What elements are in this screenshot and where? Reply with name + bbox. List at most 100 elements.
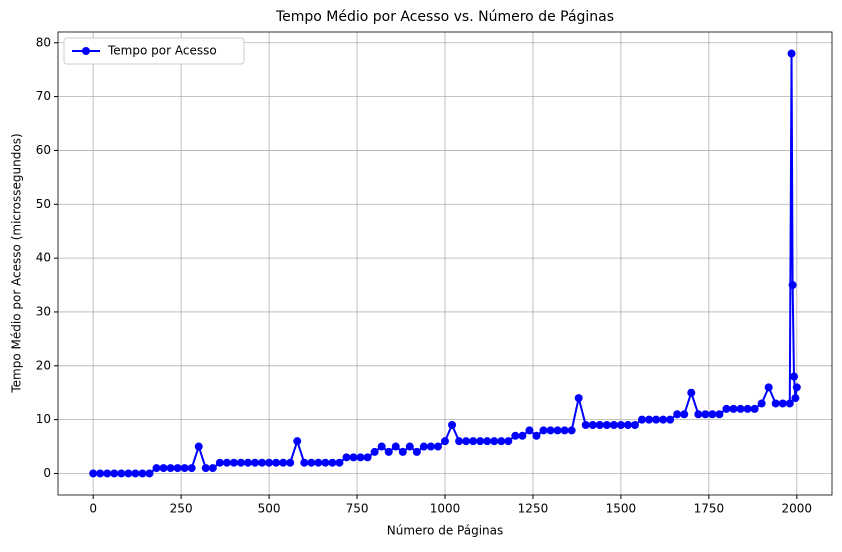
data-point bbox=[469, 437, 478, 446]
data-point bbox=[328, 458, 337, 467]
data-point bbox=[229, 458, 238, 467]
data-point bbox=[791, 394, 800, 403]
data-point bbox=[265, 458, 274, 467]
data-point bbox=[89, 469, 98, 478]
data-point bbox=[743, 404, 752, 413]
data-point bbox=[525, 426, 534, 435]
data-point bbox=[356, 453, 365, 462]
y-tick-label: 60 bbox=[36, 143, 51, 157]
data-point bbox=[398, 447, 407, 456]
data-point bbox=[349, 453, 358, 462]
data-point bbox=[638, 415, 647, 424]
legend-label: Tempo por Acesso bbox=[107, 44, 217, 58]
data-point bbox=[687, 388, 696, 397]
x-tick-label: 1000 bbox=[430, 502, 461, 516]
data-point bbox=[166, 464, 175, 473]
data-point bbox=[321, 458, 330, 467]
data-point bbox=[201, 464, 210, 473]
data-point bbox=[110, 469, 119, 478]
data-point bbox=[673, 410, 682, 419]
data-point bbox=[272, 458, 281, 467]
data-point bbox=[180, 464, 189, 473]
data-point bbox=[103, 469, 112, 478]
data-point bbox=[750, 404, 759, 413]
y-tick-label: 70 bbox=[36, 89, 51, 103]
legend-box bbox=[63, 37, 245, 65]
data-point bbox=[785, 399, 794, 408]
data-point bbox=[497, 437, 506, 446]
data-point bbox=[560, 426, 569, 435]
y-tick-label: 40 bbox=[36, 251, 51, 265]
data-point bbox=[581, 421, 590, 430]
data-point bbox=[645, 415, 654, 424]
data-point bbox=[666, 415, 675, 424]
data-point bbox=[194, 442, 203, 451]
data-point bbox=[652, 415, 661, 424]
data-point bbox=[680, 410, 689, 419]
data-point bbox=[377, 442, 386, 451]
data-point bbox=[412, 447, 421, 456]
x-tick-label: 0 bbox=[89, 502, 97, 516]
data-point bbox=[504, 437, 513, 446]
data-point bbox=[187, 464, 196, 473]
data-point bbox=[258, 458, 267, 467]
data-point bbox=[251, 458, 260, 467]
data-point bbox=[314, 458, 323, 467]
legend-marker bbox=[82, 47, 90, 55]
data-point bbox=[567, 426, 576, 435]
data-point bbox=[441, 437, 449, 446]
data-point bbox=[764, 383, 773, 392]
data-point bbox=[708, 410, 717, 419]
data-point bbox=[553, 426, 562, 435]
x-axis-label: Número de Páginas bbox=[387, 524, 504, 538]
y-tick-label: 20 bbox=[36, 358, 51, 372]
data-point bbox=[539, 426, 548, 435]
data-point bbox=[623, 421, 632, 430]
data-point bbox=[574, 394, 583, 403]
data-point bbox=[701, 410, 710, 419]
data-point bbox=[138, 469, 147, 478]
x-tick-label: 2000 bbox=[782, 502, 813, 516]
data-point bbox=[490, 437, 499, 446]
chart-title: Tempo Médio por Acesso vs. Número de Pág… bbox=[275, 9, 614, 25]
data-point bbox=[602, 421, 611, 430]
data-point bbox=[787, 49, 796, 58]
data-point bbox=[131, 469, 140, 478]
x-tick-label: 250 bbox=[170, 502, 193, 516]
data-point bbox=[476, 437, 485, 446]
data-point bbox=[426, 442, 435, 451]
data-point bbox=[616, 421, 625, 430]
data-point bbox=[384, 447, 393, 456]
data-point bbox=[293, 437, 302, 446]
data-point bbox=[117, 469, 126, 478]
data-point bbox=[159, 464, 168, 473]
data-point bbox=[124, 469, 133, 478]
data-point bbox=[455, 437, 464, 446]
data-point bbox=[448, 421, 457, 430]
data-point bbox=[483, 437, 492, 446]
y-tick-label: 30 bbox=[36, 304, 51, 318]
x-tick-label: 1500 bbox=[606, 502, 637, 516]
data-point bbox=[511, 431, 520, 440]
data-point bbox=[243, 458, 252, 467]
data-point bbox=[771, 399, 780, 408]
data-point bbox=[778, 399, 787, 408]
plot-frame bbox=[57, 31, 833, 496]
data-point bbox=[433, 442, 442, 451]
data-point bbox=[736, 404, 745, 413]
x-tick-label: 1750 bbox=[694, 502, 725, 516]
data-point bbox=[222, 458, 231, 467]
data-point bbox=[609, 421, 618, 430]
data-point bbox=[152, 464, 161, 473]
data-point bbox=[588, 421, 597, 430]
data-point bbox=[722, 404, 731, 413]
data-point bbox=[391, 442, 400, 451]
data-point bbox=[419, 442, 428, 451]
data-point bbox=[462, 437, 471, 446]
data-point bbox=[300, 458, 309, 467]
data-point bbox=[363, 453, 372, 462]
x-tick-label: 500 bbox=[258, 502, 281, 516]
data-point bbox=[370, 447, 379, 456]
y-tick-label: 80 bbox=[36, 35, 51, 49]
